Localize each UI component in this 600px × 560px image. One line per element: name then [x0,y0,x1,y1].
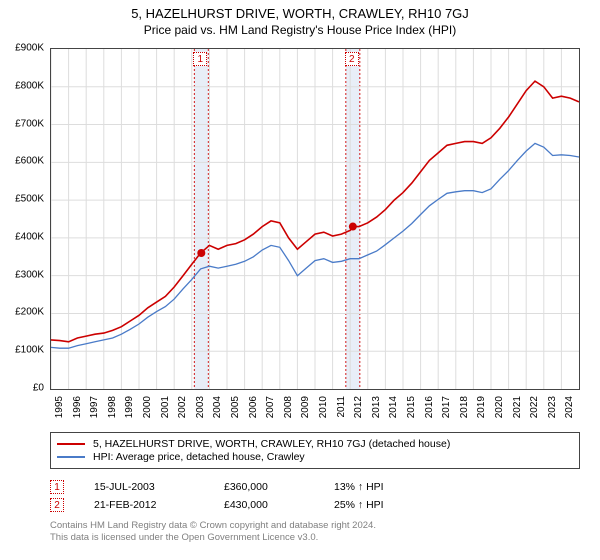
y-tick-label: £700K [15,118,44,129]
x-tick-label: 2023 [547,396,558,418]
y-tick-label: £800K [15,80,44,91]
x-tick-label: 2017 [441,396,452,418]
sale-price: £430,000 [224,499,304,511]
legend-swatch [57,456,85,458]
y-tick-label: £500K [15,194,44,205]
chart-svg [51,49,579,389]
y-tick-label: £600K [15,156,44,167]
x-tick-label: 2005 [230,396,241,418]
x-tick-label: 2015 [406,396,417,418]
title-block: 5, HAZELHURST DRIVE, WORTH, CRAWLEY, RH1… [0,0,600,37]
x-tick-label: 2016 [424,396,435,418]
sale-pct: 13% ↑ HPI [334,481,424,493]
x-tick-label: 1998 [107,396,118,418]
x-tick-label: 2007 [265,396,276,418]
sale-marker-icon: 1 [50,480,64,494]
x-tick-label: 2018 [459,396,470,418]
x-tick-label: 2020 [494,396,505,418]
x-tick-label: 2000 [142,396,153,418]
x-tick-label: 2019 [476,396,487,418]
x-tick-label: 2022 [529,396,540,418]
legend-item: 5, HAZELHURST DRIVE, WORTH, CRAWLEY, RH1… [57,438,573,450]
legend-label: 5, HAZELHURST DRIVE, WORTH, CRAWLEY, RH1… [93,438,450,450]
sale-pct: 25% ↑ HPI [334,499,424,511]
legend-swatch [57,443,85,445]
x-tick-label: 2013 [371,396,382,418]
legend: 5, HAZELHURST DRIVE, WORTH, CRAWLEY, RH1… [50,432,580,469]
x-tick-label: 1997 [89,396,100,418]
x-tick-label: 2009 [300,396,311,418]
y-tick-label: £100K [15,345,44,356]
sale-marker-icon: 2 [50,498,64,512]
footer-line2: This data is licensed under the Open Gov… [50,532,580,544]
sale-marker-2: 2 [345,52,359,66]
x-tick-label: 1995 [54,396,65,418]
chart-title: 5, HAZELHURST DRIVE, WORTH, CRAWLEY, RH1… [0,6,600,21]
sale-row: 1 15-JUL-2003 £360,000 13% ↑ HPI [50,480,580,494]
footer-attribution: Contains HM Land Registry data © Crown c… [50,520,580,544]
y-tick-label: £0 [33,383,44,394]
sale-price: £360,000 [224,481,304,493]
x-tick-label: 2011 [336,396,347,418]
x-tick-label: 2008 [283,396,294,418]
chart-subtitle: Price paid vs. HM Land Registry's House … [0,23,600,37]
y-tick-label: £900K [15,43,44,54]
sale-date: 15-JUL-2003 [94,481,194,493]
x-tick-label: 2012 [353,396,364,418]
chart-plot-area [50,48,580,390]
footer-line1: Contains HM Land Registry data © Crown c… [50,520,580,532]
x-tick-label: 1996 [72,396,83,418]
x-tick-label: 2014 [388,396,399,418]
x-tick-label: 1999 [124,396,135,418]
x-tick-label: 2002 [177,396,188,418]
x-tick-label: 2010 [318,396,329,418]
x-tick-label: 2004 [212,396,223,418]
chart-container: 5, HAZELHURST DRIVE, WORTH, CRAWLEY, RH1… [0,0,600,560]
y-tick-label: £300K [15,269,44,280]
sale-date: 21-FEB-2012 [94,499,194,511]
x-tick-label: 2001 [160,396,171,418]
sale-row: 2 21-FEB-2012 £430,000 25% ↑ HPI [50,498,580,512]
x-tick-label: 2021 [512,396,523,418]
x-tick-label: 2024 [564,396,575,418]
legend-item: HPI: Average price, detached house, Craw… [57,451,573,463]
x-tick-label: 2003 [195,396,206,418]
legend-label: HPI: Average price, detached house, Craw… [93,451,305,463]
sales-table: 1 15-JUL-2003 £360,000 13% ↑ HPI 2 21-FEB-201… [50,476,580,516]
sale-marker-1: 1 [193,52,207,66]
y-tick-label: £400K [15,231,44,242]
x-tick-label: 2006 [248,396,259,418]
y-axis-labels: £0£100K£200K£300K£400K£500K£600K£700K£80… [0,48,48,390]
y-tick-label: £200K [15,307,44,318]
